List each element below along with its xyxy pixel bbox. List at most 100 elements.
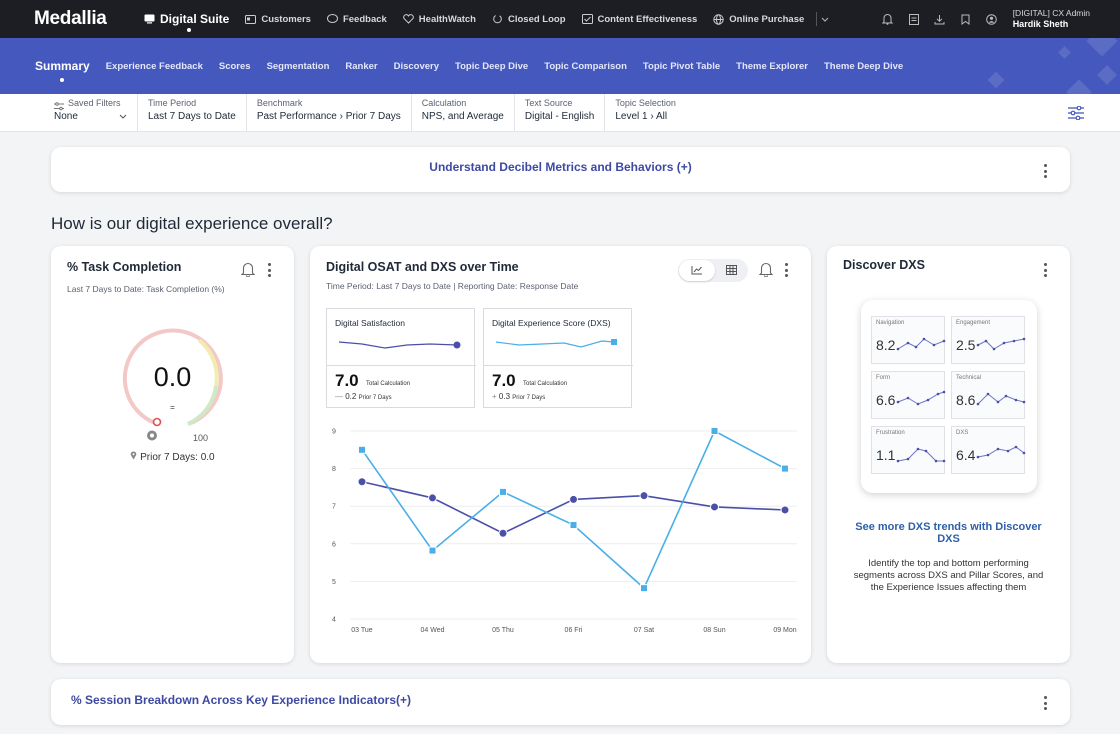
nav-divider [816, 12, 818, 26]
nav-digital-suite[interactable]: Digital Suite [136, 0, 237, 38]
filter-calculation[interactable]: Calculation NPS, and Average [410, 94, 514, 132]
y-tick-label: 8 [332, 466, 336, 473]
saved-filters-label: Saved Filters [68, 98, 121, 108]
filter-label: Text Source [524, 98, 573, 108]
monitor-icon [144, 14, 155, 25]
bell-icon[interactable] [240, 261, 256, 282]
location-pin-icon [130, 451, 137, 463]
y-tick-label: 7 [332, 504, 336, 511]
nav-online-purchase[interactable]: Online Purchase [705, 0, 812, 38]
tile-calc-label: Total Calculation [366, 381, 411, 387]
tab-topic-comparison[interactable]: Topic Comparison [544, 60, 627, 72]
nav-healthwatch[interactable]: HealthWatch [395, 0, 484, 38]
tile-delta-label: Prior 7 Days [512, 395, 546, 401]
tile-delta: 0.2 [345, 392, 357, 401]
bookmark-icon[interactable] [953, 0, 979, 38]
digital-satisfaction-tile[interactable]: Digital Satisfaction 7.0 Total Calculati… [326, 308, 476, 408]
dxs-preview-tile: Navigation 8.2 [871, 316, 946, 364]
chevron-down-icon [119, 111, 127, 122]
decibel-metrics-link[interactable]: Understand Decibel Metrics and Behaviors… [429, 160, 692, 174]
nav-content-effectiveness[interactable]: Content Effectiveness [574, 0, 706, 38]
notifications-icon[interactable] [875, 0, 901, 38]
top-bar: Medallia Digital Suite Customers Feedbac… [0, 0, 1120, 38]
download-icon[interactable] [927, 0, 953, 38]
line-view-button[interactable] [679, 260, 715, 281]
tab-segmentation[interactable]: Segmentation [266, 60, 330, 72]
dxs-preview-image[interactable]: Navigation 8.2 Engagement 2.5 Form 6.6 Technic… [861, 300, 1037, 493]
discover-dxs-link[interactable]: See more DXS trends with Discover DXS [855, 521, 1042, 545]
nav-feedback[interactable]: Feedback [319, 0, 395, 38]
filter-topic-selection[interactable]: Topic Selection Level 1 › All [604, 94, 686, 132]
dxs-preview-value: 2.5 [956, 337, 976, 353]
medallia-logo[interactable]: Medallia [34, 8, 107, 29]
table-icon [725, 262, 737, 280]
sub-nav: Summary Experience Feedback Scores Segme… [0, 38, 1120, 94]
table-view-button[interactable] [715, 260, 747, 281]
more-chevron-icon[interactable] [821, 10, 829, 28]
filter-label: Calculation [421, 98, 467, 108]
dxs-preview-label: Form [876, 375, 890, 381]
tab-theme-explorer[interactable]: Theme Explorer [736, 60, 808, 72]
filter-sliders-icon [54, 98, 64, 116]
nav-customers[interactable]: Customers [237, 0, 319, 38]
tab-scores[interactable]: Scores [218, 60, 251, 72]
plus-icon: + [492, 392, 497, 401]
x-tick-label: 07 Sat [634, 627, 654, 634]
y-tick-label: 6 [332, 541, 336, 548]
bell-icon[interactable] [758, 261, 774, 282]
tile-delta: 0.3 [498, 392, 511, 401]
filter-label: Topic Selection [615, 98, 676, 108]
more-options-icon[interactable] [268, 263, 272, 280]
dxs-preview-value: 6.4 [956, 447, 976, 463]
user-avatar-icon[interactable] [979, 0, 1005, 38]
more-options-icon[interactable] [1044, 263, 1048, 280]
filter-benchmark[interactable]: Benchmark Past Performance › Prior 7 Day… [245, 94, 411, 132]
tab-discovery[interactable]: Discovery [393, 60, 440, 72]
dxs-preview-label: Navigation [876, 320, 905, 326]
tile-delta-row: + 0.3 Prior 7 Days [492, 392, 545, 401]
dxs-score-tile[interactable]: Digital Experience Score (DXS) 7.0 Total… [483, 308, 633, 408]
task-completion-card: % Task Completion Last 7 Days to Date: T… [51, 246, 294, 663]
data-point [569, 494, 578, 504]
reports-icon[interactable] [901, 0, 927, 38]
tab-ranker[interactable]: Ranker [345, 60, 378, 72]
more-options-icon[interactable] [785, 263, 789, 280]
saved-filters-value: None [54, 111, 127, 122]
user-role: [DIGITAL] CX Admin [1012, 8, 1090, 18]
data-point [710, 502, 719, 512]
session-breakdown-banner: % Session Breakdown Across Key Experienc… [51, 679, 1070, 725]
session-breakdown-link[interactable]: % Session Breakdown Across Key Experienc… [71, 693, 412, 707]
tab-theme-deep-dive[interactable]: Theme Deep Dive [823, 60, 904, 72]
content-icon [581, 14, 593, 25]
osat-dxs-card: Digital OSAT and DXS over Time Time Peri… [310, 246, 811, 663]
dxs-preview-label: Engagement [956, 320, 991, 326]
more-options-icon[interactable] [1044, 164, 1048, 181]
data-point [357, 477, 367, 487]
dxs-preview-sparkline [896, 447, 946, 463]
section-title: How is our digital experience overall? [51, 214, 333, 233]
tab-experience-feedback[interactable]: Experience Feedback [105, 60, 203, 72]
dxs-preview-tile: Frustration 1.1 [871, 426, 946, 474]
nav-closed-loop[interactable]: Closed Loop [484, 0, 574, 38]
saved-filters-dropdown[interactable]: Saved Filters None [0, 94, 137, 132]
satisfaction-sparkline [338, 341, 461, 349]
tab-topic-deep-dive[interactable]: Topic Deep Dive [455, 60, 529, 72]
filter-settings-icon[interactable] [1068, 105, 1084, 125]
id-card-icon [245, 14, 257, 25]
filter-label: Time Period [148, 98, 197, 108]
data-point [639, 491, 649, 501]
dxs-preview-value: 1.1 [876, 447, 896, 463]
dxs-preview-tile: DXS 6.4 [951, 426, 1026, 474]
filter-value: Last 7 Days to Date [148, 111, 236, 122]
prior-period-row: Prior 7 Days: 0.0 [51, 451, 294, 463]
filter-time-period[interactable]: Time Period Last 7 Days to Date [137, 94, 246, 132]
x-tick-label: 09 Mon [773, 627, 796, 634]
tab-topic-pivot-table[interactable]: Topic Pivot Table [642, 60, 721, 72]
task-completion-gauge [122, 328, 223, 427]
more-options-icon[interactable] [1044, 696, 1048, 713]
filter-value: Digital - English [524, 111, 595, 122]
filter-text-source[interactable]: Text Source Digital - English [513, 94, 604, 132]
tab-summary[interactable]: Summary [35, 59, 90, 82]
user-info[interactable]: [DIGITAL] CX Admin Hardik Sheth [1013, 8, 1090, 30]
decorative-diamond [1066, 79, 1092, 94]
